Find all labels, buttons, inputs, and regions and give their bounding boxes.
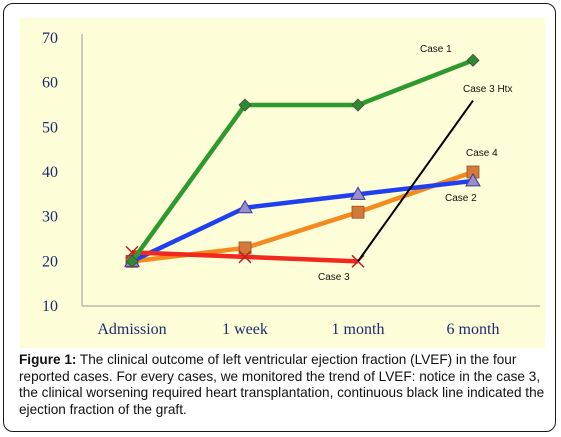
y-tick-label-40: 40 — [42, 164, 58, 181]
marker-case-1-1-month — [351, 98, 365, 112]
y-tick-label-10: 10 — [42, 298, 58, 315]
series-label-case-3-htx: Case 3 Htx — [463, 84, 512, 95]
x-tick-label-6-month: 6 month — [447, 321, 500, 338]
figure-frame: 10 20 30 40 50 60 70 Admission 1 week 1 month 6 mo… — [3, 3, 556, 432]
marker-case-2-1-month — [350, 186, 366, 200]
series-line-case-1 — [130, 58, 474, 263]
caption-text: The clinical outcome of left ventricular… — [19, 352, 545, 417]
marker-case-1-6-month — [466, 53, 480, 67]
chart-area: 10 20 30 40 50 60 70 Admission 1 week 1 month 6 mo… — [20, 18, 545, 348]
y-tick-label-20: 20 — [42, 253, 58, 270]
series-label-case-3: Case 3 — [318, 272, 350, 283]
marker-case-1-1-week — [238, 98, 252, 112]
marker-case-4-1-month — [351, 205, 365, 219]
series-line-case-2 — [131, 178, 474, 264]
marker-case-2-6-month — [465, 172, 481, 187]
series-label-case-1: Case 1 — [420, 44, 452, 55]
series-label-case-2: Case 2 — [445, 193, 477, 204]
y-tick-label-70: 70 — [42, 30, 58, 47]
figure-caption: Figure 1: The clinical outcome of left v… — [19, 352, 549, 418]
x-tick-label-1-month: 1 month — [332, 321, 385, 338]
marker-case-4-1-week — [238, 241, 252, 255]
series-label-case-4: Case 4 — [466, 148, 498, 159]
lvef-line-chart: 10 20 30 40 50 60 70 Admission 1 week 1 month 6 mo… — [42, 30, 540, 338]
series-line-case-3-htx — [357, 99, 474, 262]
marker-case-1-admission — [125, 254, 139, 268]
x-tick-label-1-week: 1 week — [222, 321, 268, 338]
marker-case-3-1-week — [238, 250, 252, 264]
caption-label: Figure 1: — [19, 352, 77, 367]
y-tick-label-30: 30 — [42, 209, 58, 226]
x-tick-label-admission: Admission — [97, 321, 166, 338]
marker-case-2-1-week — [237, 199, 253, 214]
y-tick-label-60: 60 — [42, 75, 58, 92]
y-tick-label-50: 50 — [42, 119, 58, 136]
